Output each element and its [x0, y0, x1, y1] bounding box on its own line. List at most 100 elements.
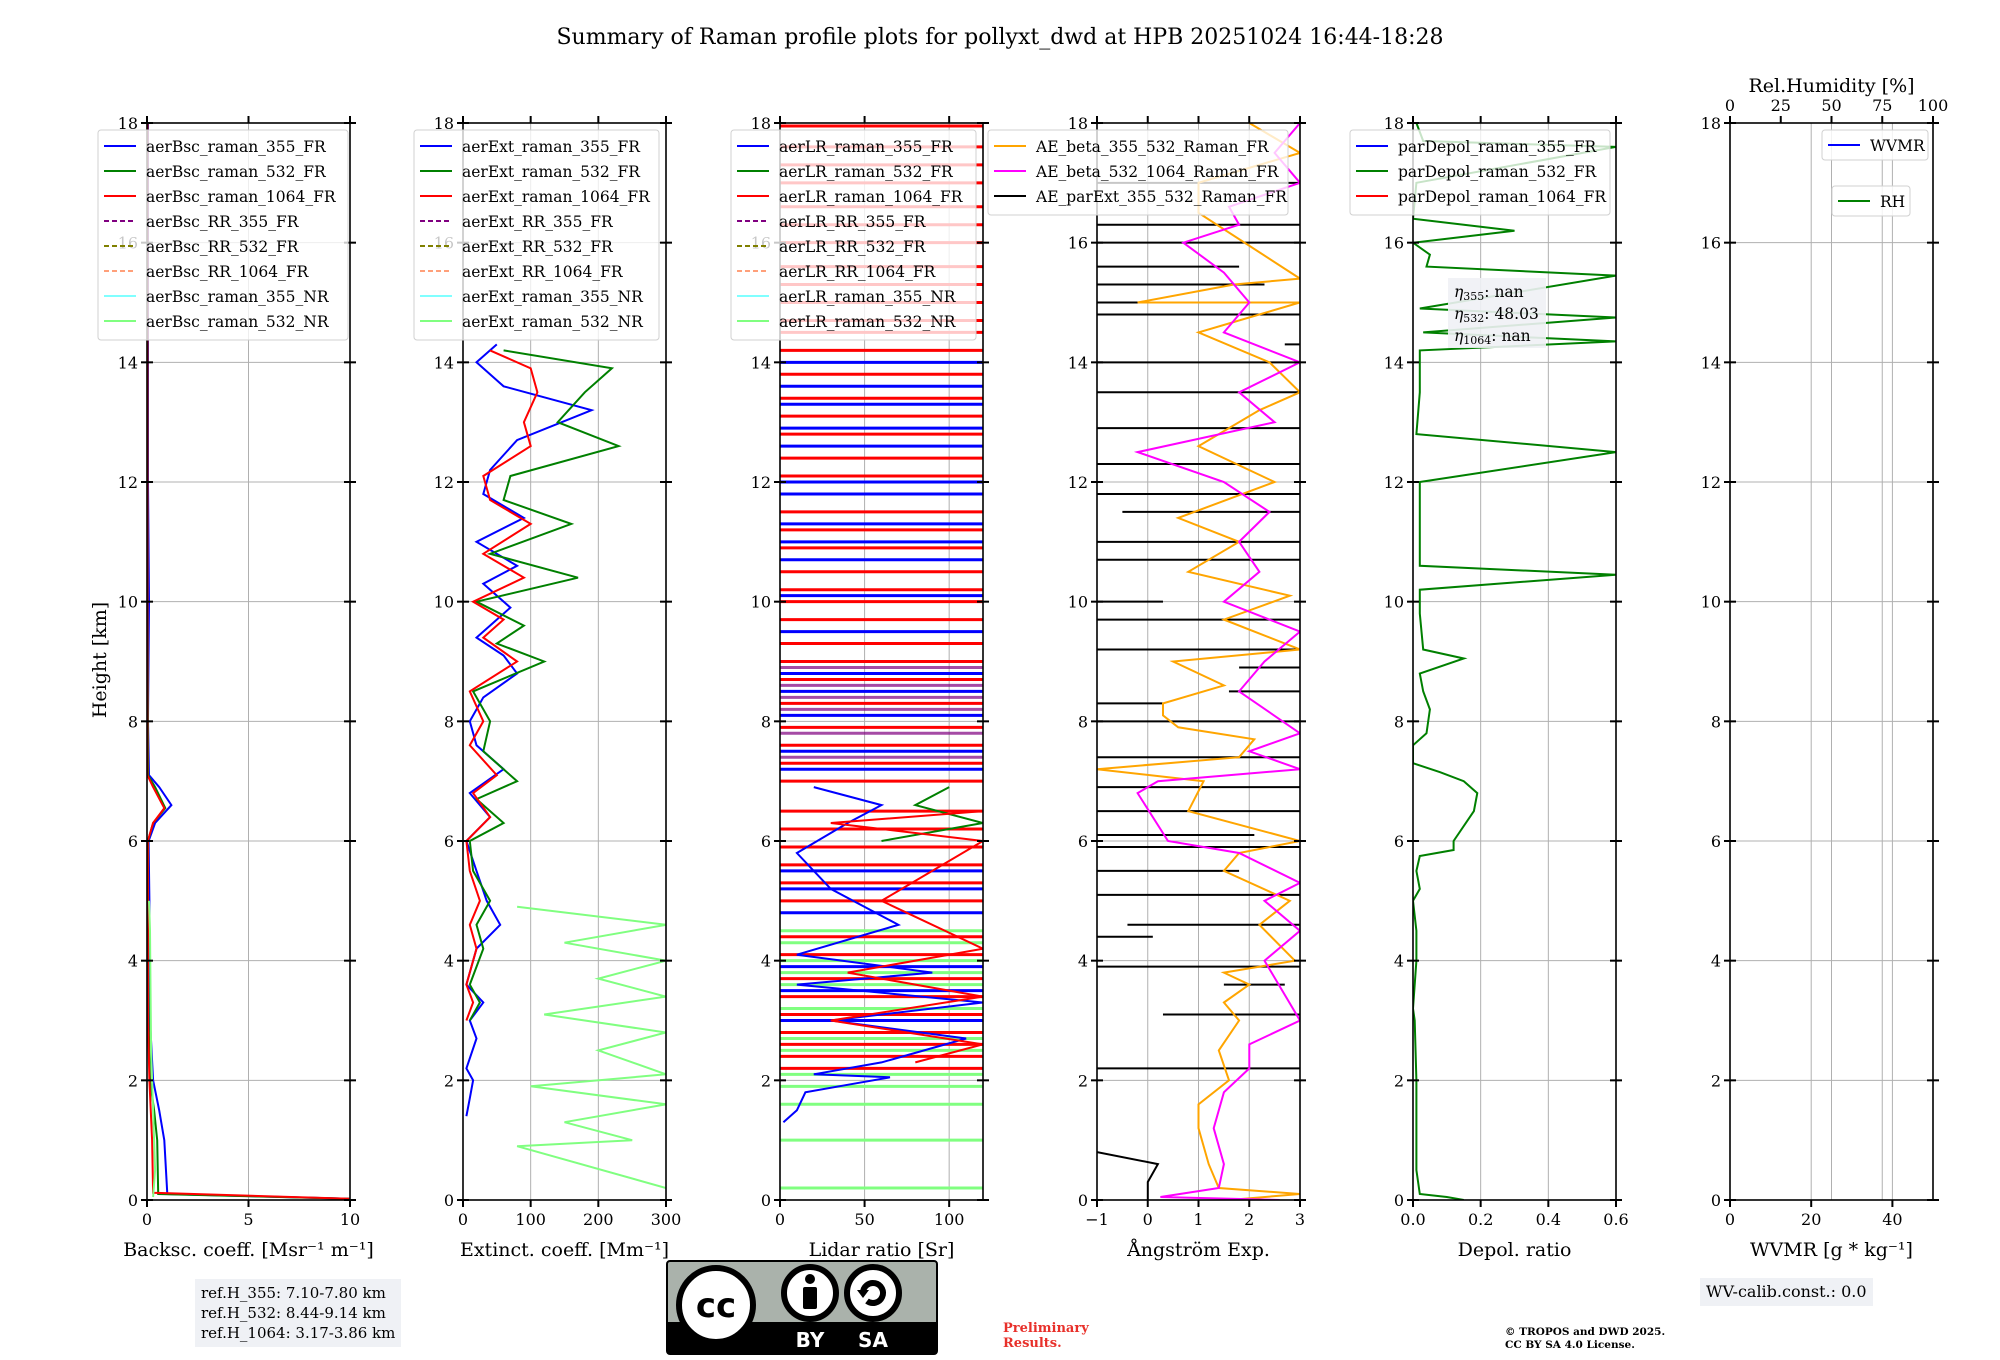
top-x-axis-label: Rel.Humidity [%]	[1748, 75, 1914, 97]
legend: aerBsc_raman_355_FR aerBsc_raman_532_FRae…	[97, 129, 349, 341]
top-x-tick-label: 50	[1821, 96, 1841, 115]
y-tick-label: 0	[444, 1191, 454, 1210]
x-tick-label: 0	[1725, 1210, 1735, 1229]
legend-label: aerBsc_raman_1064_FR	[146, 188, 337, 206]
y-tick-label: 2	[761, 1071, 771, 1090]
y-tick-label: 10	[1701, 593, 1721, 612]
y-tick-label: 8	[444, 712, 454, 731]
top-x-tick-label: 100	[1918, 96, 1949, 115]
y-tick-label: 14	[751, 353, 771, 372]
y-tick-label: 4	[1394, 952, 1404, 971]
y-tick-label: 6	[128, 832, 138, 851]
x-axis-label: Extinct. coeff. [Mm⁻¹]	[460, 1239, 669, 1261]
legend: parDepol_raman_355_FR parDepol_raman_532_…	[1349, 129, 1611, 216]
legend-label: AE_beta_355_532_Raman_FR	[1035, 138, 1270, 156]
x-tick-label: 3	[1295, 1210, 1305, 1229]
y-tick-label: 10	[1068, 593, 1088, 612]
preliminary-note: Preliminary Results.	[1003, 1321, 1089, 1351]
by-label: BY	[796, 1328, 825, 1352]
legend-label: aerExt_raman_1064_FR	[462, 188, 651, 206]
ref-heights-box: ref.H_355: 7.10-7.80 km ref.H_532: 8.44-…	[195, 1279, 402, 1347]
y-tick-label: 0	[128, 1191, 138, 1210]
ref-height-1064: ref.H_1064: 3.17-3.86 km	[201, 1324, 396, 1342]
series-parDepol_raman_532_FR	[1413, 123, 1616, 1200]
legend-RH: RH	[1831, 185, 1911, 217]
figure-title: Summary of Raman profile plots for polly…	[556, 25, 1443, 50]
x-tick-label: 100	[934, 1210, 965, 1229]
top-x-tick-label: 25	[1771, 96, 1791, 115]
eta-355: η355: nan	[1454, 283, 1524, 303]
series-aerLR_raman_1064_FR	[830, 810, 983, 1064]
series-aerExt_raman_532_NR	[516, 905, 666, 1189]
x-tick-label: 10	[340, 1210, 360, 1229]
y-tick-label: 12	[1068, 473, 1088, 492]
legend-label: aerExt_raman_355_NR	[462, 288, 644, 306]
cc-icon-text: cc	[696, 1286, 736, 1326]
y-tick-label: 8	[1711, 712, 1721, 731]
y-tick-label: 2	[1711, 1071, 1721, 1090]
y-tick-label: 14	[1701, 353, 1721, 372]
x-tick-label: 2	[1244, 1210, 1254, 1229]
series-AE_beta_532_1064_Raman_FR	[1133, 123, 1300, 1200]
y-tick-label: 0	[1711, 1191, 1721, 1210]
axes-frame	[462, 122, 667, 1201]
panel-bsc: 0246810121416180510Backsc. coeff. [Msr⁻¹…	[97, 114, 374, 1261]
y-tick-label: 0	[1394, 1191, 1404, 1210]
series-aerExt_raman_1064_FR	[465, 349, 539, 1021]
x-tick-label: 100	[515, 1210, 546, 1229]
y-tick-label: 12	[1384, 473, 1404, 492]
legend-label: aerExt_RR_532_FR	[462, 238, 614, 256]
x-tick-label: 0.0	[1400, 1210, 1425, 1229]
legend-label: aerBsc_RR_355_FR	[146, 213, 300, 231]
legend-label: aerBsc_raman_532_NR	[146, 313, 330, 331]
series-aerExt_raman_532_FR	[468, 349, 622, 1021]
x-tick-label: 1	[1193, 1210, 1203, 1229]
y-tick-label: 16	[1701, 234, 1721, 253]
legend-label: AE_beta_532_1064_Raman_FR	[1035, 163, 1280, 181]
x-tick-label: 300	[651, 1210, 682, 1229]
copyright-note: © TROPOS and DWD 2025. CC BY SA 4.0 Lice…	[1505, 1326, 1666, 1351]
ref-height-532: ref.H_532: 8.44-9.14 km	[201, 1304, 386, 1322]
y-tick-label: 6	[1711, 832, 1721, 851]
y-tick-label: 16	[1384, 234, 1404, 253]
x-tick-label: 0	[775, 1210, 785, 1229]
y-tick-label: 2	[128, 1071, 138, 1090]
legend-box	[413, 129, 660, 341]
y-tick-label: 6	[1078, 832, 1088, 851]
legend-label: aerExt_raman_532_NR	[462, 313, 644, 331]
panel-ext: 0246810121416180100200300Extinct. coeff.…	[413, 114, 682, 1261]
axes-frame	[779, 122, 984, 1201]
panel-depol: 0 2 4 6 8 10 12 14 16 18 0.0 0.2 0.4 0.6 Depol. ratio p…	[1349, 114, 1629, 1261]
panels: 0246810121416180510Backsc. coeff. [Msr⁻¹…	[97, 75, 1949, 1261]
y-tick-label: 12	[1701, 473, 1721, 492]
legend-label: aerLR_raman_532_NR	[779, 313, 957, 331]
legend-label: aerExt_RR_1064_FR	[462, 263, 624, 281]
series-AE_parExt_355_532_Raman_FR	[1097, 1151, 1160, 1200]
legend-label: aerExt_raman_532_FR	[462, 163, 641, 181]
x-tick-label: 40	[1882, 1210, 1902, 1229]
y-tick-label: 8	[1078, 712, 1088, 731]
x-tick-label: 0	[142, 1210, 152, 1229]
legend-label: parDepol_raman_1064_FR	[1398, 188, 1607, 206]
y-tick-label: 10	[751, 593, 771, 612]
legend: aerExt_raman_355_FR aerExt_raman_532_FRae…	[413, 129, 660, 341]
y-tick-label: 4	[128, 952, 138, 971]
y-tick-label: 2	[444, 1071, 454, 1090]
x-tick-label: 20	[1801, 1210, 1821, 1229]
y-tick-label: 6	[761, 832, 771, 851]
x-axis-label: Lidar ratio [Sr]	[809, 1239, 955, 1261]
y-tick-label: 0	[761, 1191, 771, 1210]
series-AE_beta_355_532_Raman_FR	[1097, 123, 1300, 1200]
legend-WVMR: WVMR	[1821, 129, 1929, 161]
legend-box	[987, 129, 1289, 216]
y-tick-label: 2	[1078, 1071, 1088, 1090]
ref-height-355: ref.H_355: 7.10-7.80 km	[201, 1284, 386, 1302]
legend-label: aerBsc_raman_355_FR	[146, 138, 327, 156]
legend-label: aerBsc_RR_1064_FR	[146, 263, 310, 281]
plot-area	[1413, 123, 1616, 1200]
y-tick-label: 10	[118, 593, 138, 612]
share-alike-icon	[844, 1264, 902, 1322]
series-aerLR_raman_532_FR	[881, 786, 983, 842]
